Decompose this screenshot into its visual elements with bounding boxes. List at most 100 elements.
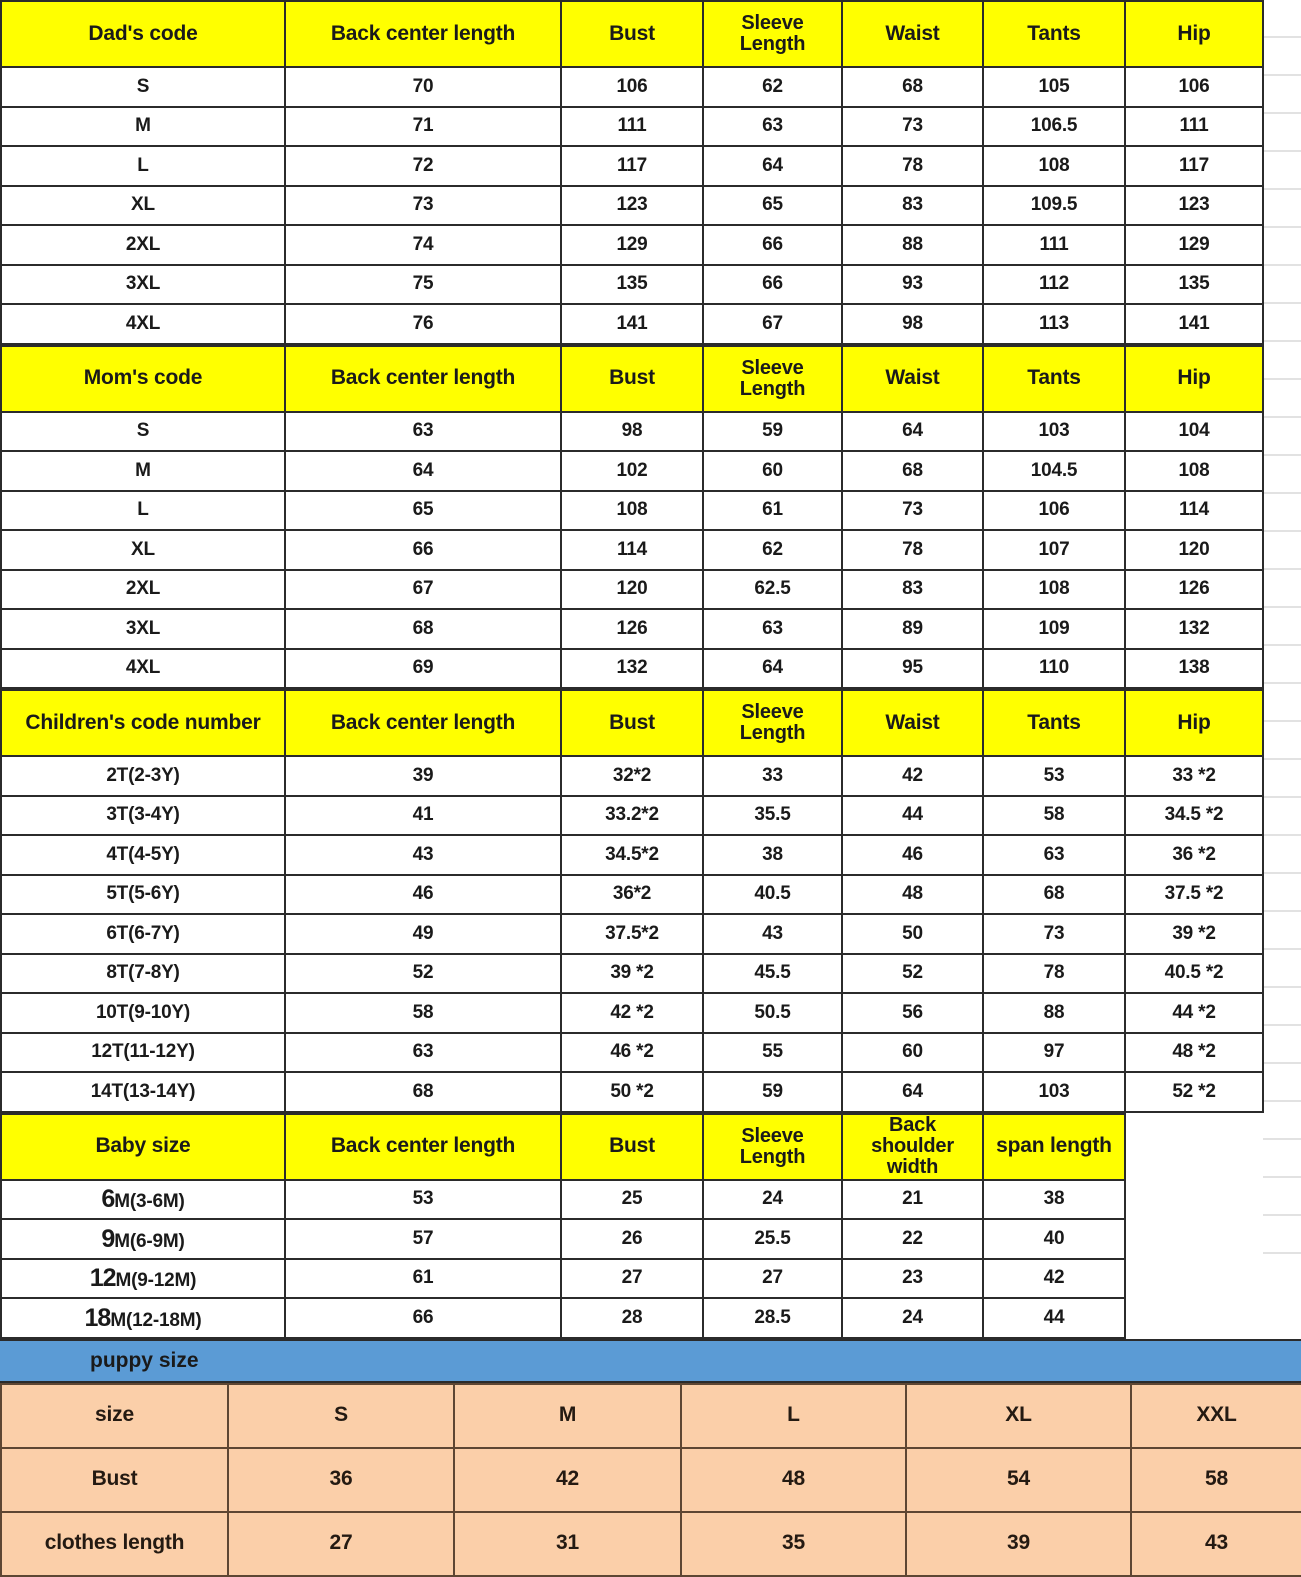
bust-cell: 46 *2	[560, 1031, 704, 1073]
table-row: 6M(3-6M) 53 25 24 21 38	[0, 1178, 1126, 1220]
bust-cell: 114	[560, 529, 704, 571]
back-center-length-cell: 61	[284, 1257, 562, 1299]
baby-size-table: Baby size Back center length Bust Sleeve…	[0, 1112, 1126, 1339]
dads-code-header: Dad's code	[0, 0, 286, 68]
hip-cell: 129	[1124, 224, 1264, 266]
size-code-cell: M	[0, 105, 286, 147]
bust-cell: 36*2	[560, 873, 704, 915]
waist-cell: 68	[841, 66, 984, 108]
moms-header-row: Mom's code Back center length Bust Sleev…	[0, 344, 1264, 413]
bust-cell: 141	[560, 303, 704, 345]
puppy-size-table: size S M L XL XXL Bust 36 42 48 54 58 cl…	[0, 1382, 1301, 1577]
puppy-bust-xxl: 58	[1130, 1446, 1301, 1513]
waist-header: Waist	[841, 689, 984, 757]
hip-cell: 44 *2	[1124, 992, 1264, 1034]
table-row: L 65 108 61 73 106 114	[0, 489, 1264, 531]
back-center-length-cell: 58	[284, 992, 562, 1034]
waist-cell: 64	[841, 410, 984, 452]
waist-cell: 52	[841, 952, 984, 994]
bust-header: Bust	[560, 689, 704, 757]
sleeve-length-cell: 55	[702, 1031, 843, 1073]
sleeve-length-cell: 60	[702, 450, 843, 492]
sleeve-header-line2: Length	[739, 1145, 806, 1168]
back-center-length-cell: 75	[284, 263, 562, 305]
back-center-length-cell: 71	[284, 105, 562, 147]
waist-cell: 88	[841, 224, 984, 266]
bust-cell: 27	[560, 1257, 704, 1299]
baby-code-lead: 12	[89, 1264, 117, 1293]
hip-cell: 104	[1124, 410, 1264, 452]
tants-cell: 106	[982, 489, 1126, 531]
table-row: M 64 102 60 68 104.5 108	[0, 450, 1264, 492]
puppy-clothes-length-xl: 39	[905, 1510, 1132, 1577]
puppy-bust-xl: 54	[905, 1446, 1132, 1513]
tants-cell: 63	[982, 834, 1126, 876]
size-code-cell: 3XL	[0, 263, 286, 305]
sleeve-length-cell: 67	[702, 303, 843, 345]
puppy-bust-l: 48	[680, 1446, 907, 1513]
size-code-cell: S	[0, 410, 286, 452]
puppy-size-xxl: XXL	[1130, 1382, 1301, 1449]
bust-cell: 42 *2	[560, 992, 704, 1034]
baby-code-rest: M(12-18M)	[110, 1309, 202, 1331]
hip-header: Hip	[1124, 0, 1264, 68]
size-code-cell: S	[0, 66, 286, 108]
sleeve-length-cell: 66	[702, 224, 843, 266]
back-center-length-cell: 76	[284, 303, 562, 345]
tants-cell: 104.5	[982, 450, 1126, 492]
sleeve-length-cell: 61	[702, 489, 843, 531]
bust-cell: 37.5*2	[560, 913, 704, 955]
waist-cell: 98	[841, 303, 984, 345]
sleeve-length-cell: 43	[702, 913, 843, 955]
bust-cell: 32*2	[560, 755, 704, 797]
baby-code-rest: M(3-6M)	[114, 1191, 185, 1213]
moms-code-header: Mom's code	[0, 344, 286, 413]
back-center-length-header: Back center length	[284, 1112, 562, 1181]
bust-cell: 98	[560, 410, 704, 452]
waist-cell: 42	[841, 755, 984, 797]
table-row: 2XL 74 129 66 88 111 129	[0, 224, 1264, 266]
table-row: 8T(7-8Y) 52 39 *2 45.5 52 78 40.5 *2	[0, 952, 1264, 994]
bust-cell: 26	[560, 1218, 704, 1260]
puppy-bust-label: Bust	[0, 1446, 229, 1513]
sleeve-length-cell: 62	[702, 529, 843, 571]
tants-cell: 109.5	[982, 184, 1126, 226]
sleeve-length-cell: 62	[702, 66, 843, 108]
sleeve-length-header: Sleeve Length	[702, 0, 843, 68]
tants-header: Tants	[982, 344, 1126, 413]
waist-cell: 93	[841, 263, 984, 305]
table-row: 3XL 75 135 66 93 112 135	[0, 263, 1264, 305]
hip-cell: 141	[1124, 303, 1264, 345]
baby-code-rest: M(6-9M)	[114, 1230, 185, 1252]
bust-cell: 111	[560, 105, 704, 147]
hip-cell: 135	[1124, 263, 1264, 305]
waist-cell: 89	[841, 608, 984, 650]
spreadsheet-gutter-gridlines	[1263, 0, 1301, 1262]
sleeve-length-cell: 59	[702, 410, 843, 452]
table-row: 12M(9-12M) 61 27 27 23 42	[0, 1257, 1126, 1299]
dads-header-row: Dad's code Back center length Bust Sleev…	[0, 0, 1264, 68]
tants-cell: 109	[982, 608, 1126, 650]
hip-cell: 106	[1124, 66, 1264, 108]
back-center-length-cell: 69	[284, 647, 562, 689]
hip-cell: 108	[1124, 450, 1264, 492]
bust-cell: 50 *2	[560, 1071, 704, 1113]
back-center-length-cell: 68	[284, 608, 562, 650]
bust-cell: 123	[560, 184, 704, 226]
back-center-length-cell: 46	[284, 873, 562, 915]
hip-cell: 39 *2	[1124, 913, 1264, 955]
sleeve-length-cell: 50.5	[702, 992, 843, 1034]
back-shoulder-width-cell: 24	[841, 1297, 984, 1339]
baby-header-row: Baby size Back center length Bust Sleeve…	[0, 1112, 1126, 1181]
childrens-size-table: Children's code number Back center lengt…	[0, 689, 1264, 1113]
back-shoulder-width-cell: 22	[841, 1218, 984, 1260]
back-center-length-header: Back center length	[284, 0, 562, 68]
puppy-clothes-length-xxl: 43	[1130, 1510, 1301, 1577]
back-center-length-cell: 64	[284, 450, 562, 492]
sleeve-length-cell: 35.5	[702, 794, 843, 836]
waist-cell: 68	[841, 450, 984, 492]
tants-cell: 73	[982, 913, 1126, 955]
back-center-length-cell: 41	[284, 794, 562, 836]
baby-size-code-cell: 12M(9-12M)	[0, 1257, 286, 1299]
tants-cell: 97	[982, 1031, 1126, 1073]
